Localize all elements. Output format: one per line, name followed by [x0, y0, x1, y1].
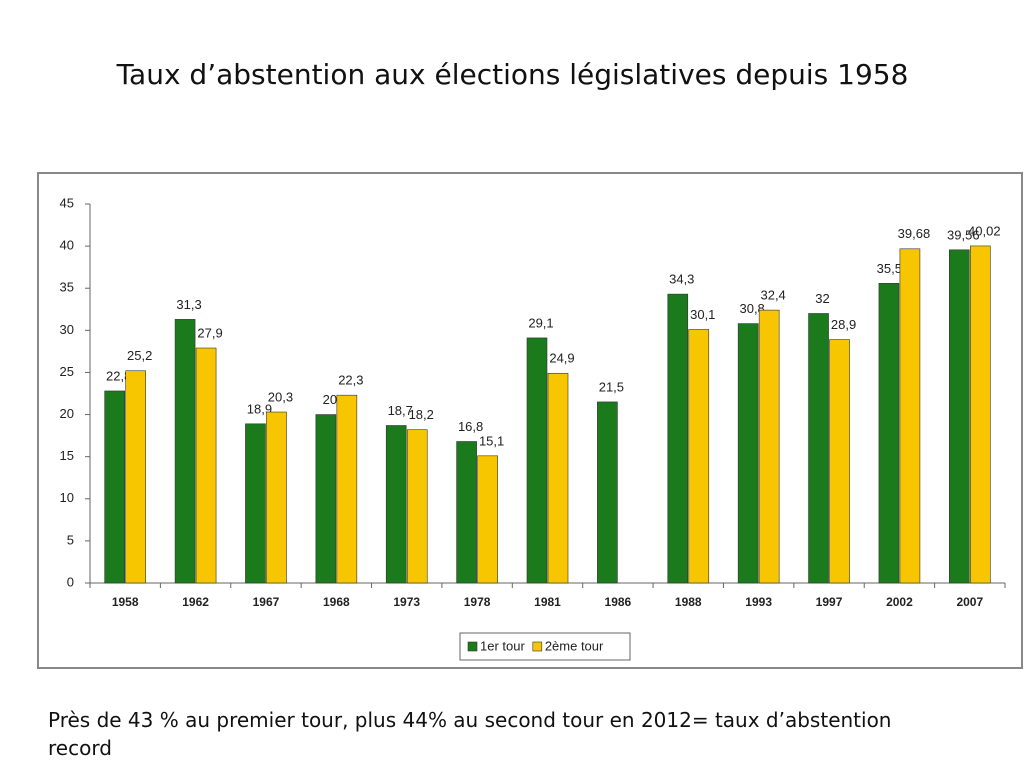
x-tick-label: 2007	[956, 595, 983, 609]
y-tick-label: 25	[60, 364, 74, 379]
x-tick-label: 1997	[816, 595, 843, 609]
legend-label: 2ème tour	[545, 638, 604, 653]
data-label: 30,8	[739, 301, 764, 316]
data-label: 40,02	[968, 223, 1001, 238]
x-tick-label: 1993	[745, 595, 772, 609]
data-label: 34,3	[669, 272, 694, 287]
legend-box	[459, 632, 631, 661]
bar	[688, 329, 710, 584]
data-label: 28,9	[831, 317, 856, 332]
bar	[526, 337, 548, 584]
data-label: 32	[815, 291, 829, 306]
bar	[878, 283, 900, 584]
data-label: 16,8	[458, 419, 483, 434]
bar	[336, 394, 358, 584]
legend-label: 1er tour	[480, 638, 525, 653]
data-label: 22,3	[338, 373, 363, 388]
x-tick-label: 1962	[182, 595, 209, 609]
bar	[385, 425, 407, 584]
data-label: 29,1	[528, 315, 553, 330]
bar	[597, 401, 618, 584]
bar	[758, 309, 780, 584]
x-tick-label: 1988	[675, 595, 702, 609]
x-tick-label: 1967	[253, 595, 280, 609]
data-label: 27,9	[197, 325, 222, 340]
x-tick-label: 1986	[605, 595, 632, 609]
data-label: 20	[323, 392, 337, 407]
bar	[829, 339, 850, 584]
bar	[477, 455, 498, 584]
caption: Près de 43 % au premier tour, plus 44% a…	[48, 708, 892, 760]
data-label: 18,2	[409, 407, 434, 422]
data-label: 32,4	[760, 288, 785, 303]
y-tick-label: 45	[60, 195, 74, 210]
bar	[667, 293, 689, 584]
bar	[315, 414, 337, 584]
bar	[547, 372, 569, 584]
data-label: 24,9	[549, 351, 574, 366]
x-tick-label: 1973	[393, 595, 420, 609]
bar	[949, 249, 970, 584]
y-tick-label: 10	[60, 490, 74, 505]
legend-swatch	[532, 641, 543, 652]
data-label: 39,68	[898, 226, 931, 241]
bar	[104, 390, 125, 584]
bar	[125, 370, 146, 584]
y-tick-label: 5	[67, 532, 74, 547]
legend-swatch	[467, 641, 478, 652]
data-label: 22,8	[106, 368, 131, 383]
data-label: 20,3	[268, 389, 293, 404]
bar	[970, 245, 991, 584]
y-tick-label: 40	[60, 238, 74, 253]
y-tick-label: 0	[67, 574, 74, 589]
data-label: 25,2	[127, 348, 152, 363]
chart: 0 5 10 15 20 25 30 35 40 45 1958 22,8 25,2 1962 31,3 27…	[37, 172, 1023, 669]
x-tick-label: 1978	[464, 595, 491, 609]
data-label: 18,9	[247, 401, 272, 416]
bar	[406, 429, 428, 584]
bar	[737, 323, 759, 584]
bar	[195, 347, 217, 584]
chart-title: Taux d’abstention aux élections législat…	[116, 58, 909, 91]
x-tick-label: 1958	[112, 595, 139, 609]
data-label: 31,3	[176, 297, 201, 312]
y-tick-label: 15	[60, 448, 74, 463]
x-tick-label: 2002	[886, 595, 913, 609]
y-tick-label: 20	[60, 406, 74, 421]
x-tick-label: 1968	[323, 595, 350, 609]
bar	[174, 319, 196, 584]
bar	[808, 313, 829, 584]
bar	[266, 411, 287, 584]
data-label: 18,7	[388, 403, 413, 418]
y-tick-label: 30	[60, 322, 74, 337]
data-label: 30,1	[690, 307, 715, 322]
bar	[456, 441, 477, 584]
data-label: 15,1	[479, 433, 504, 448]
data-label: 39,56	[947, 227, 980, 242]
y-tick-label: 35	[60, 280, 74, 295]
x-tick-label: 1981	[534, 595, 561, 609]
bar	[899, 248, 921, 584]
data-label: 21,5	[599, 379, 624, 394]
bar	[245, 423, 266, 584]
